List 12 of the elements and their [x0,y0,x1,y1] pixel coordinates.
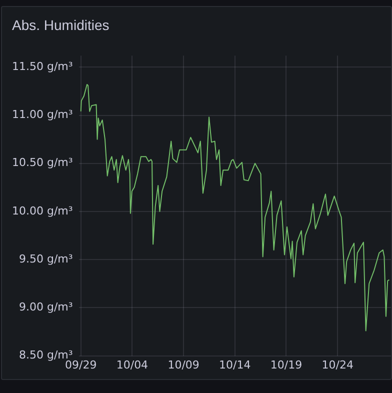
y-tick-label: 10.00 g/m³ [12,204,73,218]
y-tick-label: 9.50 g/m³ [18,252,73,266]
y-tick-label: 11.50 g/m³ [12,60,73,74]
y-tick-label: 10.50 g/m³ [12,156,73,170]
x-tick-label: 10/04 [116,358,148,372]
x-tick-label: 10/19 [270,358,302,372]
x-tick-label: 10/14 [219,358,251,372]
y-tick-label: 9.00 g/m³ [18,300,73,314]
chart-title: Abs. Humidities [12,17,110,33]
x-tick-label: 10/09 [168,358,200,372]
x-tick-label: 10/24 [322,358,354,372]
y-tick-label: 11.00 g/m³ [12,108,73,122]
